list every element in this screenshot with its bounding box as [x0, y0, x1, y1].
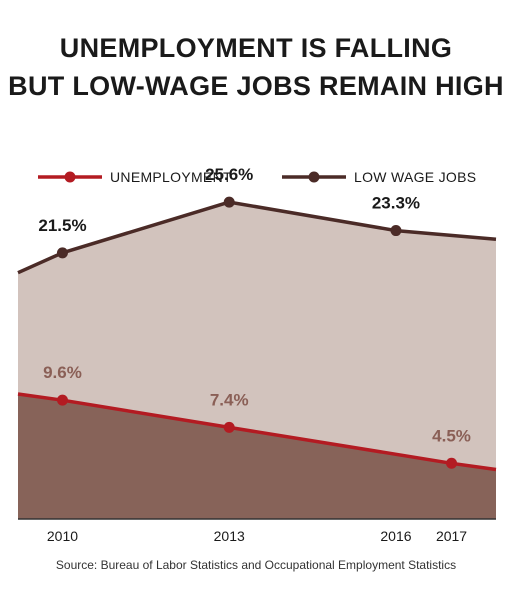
low-wage-point-1 [56, 247, 68, 259]
low-wage-data-label-3: 23.3% [372, 194, 420, 213]
x-tick-label-2: 2016 [380, 528, 411, 544]
legend-low-wage-label: LOW WAGE JOBS [354, 169, 476, 185]
legend-unemployment-label: UNEMPLOYMENT [110, 169, 232, 185]
source-note: Source: Bureau of Labor Statistics and O… [55, 558, 457, 572]
legend-unemployment-swatch-marker [64, 171, 76, 183]
low-wage-data-label-2: 25.6% [205, 165, 253, 184]
unemployment-data-label-2: 7.4% [210, 390, 249, 409]
x-tick-label-3: 2017 [436, 528, 467, 544]
chart-title-line-1: UNEMPLOYMENT IS FALLING [59, 33, 453, 63]
x-tick-label-1: 2013 [214, 528, 245, 544]
low-wage-data-label-1: 21.5% [38, 216, 86, 235]
unemployment-area [18, 394, 496, 519]
unemployment-point-3 [446, 457, 458, 469]
legend-low-wage-swatch-marker [308, 171, 320, 183]
x-tick-label-0: 2010 [47, 528, 78, 544]
unemployment-data-label-1: 9.6% [43, 363, 82, 382]
unemployment-point-1 [56, 394, 68, 406]
low-wage-point-2 [223, 196, 235, 208]
chart-title-line-2: BUT LOW-WAGE JOBS REMAIN HIGH [8, 71, 504, 101]
low-wage-point-3 [390, 225, 402, 237]
unemployment-data-label-3: 4.5% [432, 426, 471, 445]
unemployment-point-2 [223, 421, 235, 433]
